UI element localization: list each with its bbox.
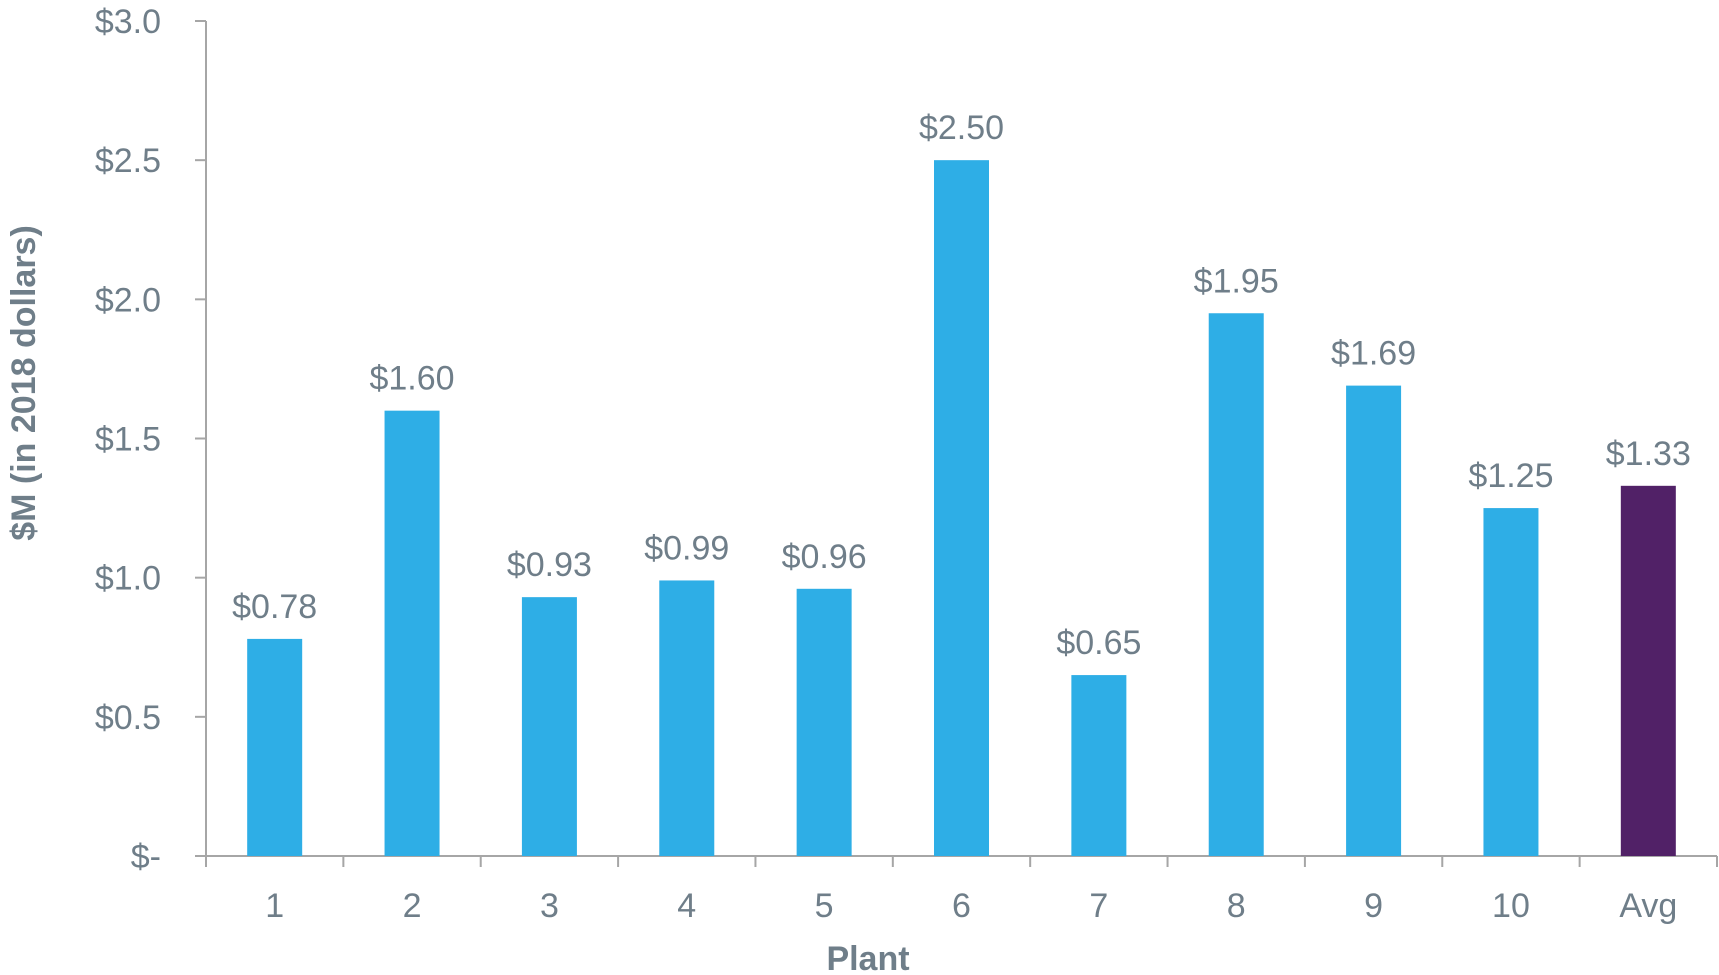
x-axis-title: Plant (826, 940, 909, 975)
y-tick-label: $3.0 (95, 3, 161, 41)
x-tick-label: 5 (815, 887, 834, 925)
bar-plant-2 (384, 410, 440, 856)
bar-plant-7 (1071, 675, 1127, 856)
x-tick-label: 6 (952, 887, 971, 925)
bar-plant-8 (1208, 313, 1264, 856)
x-tick-label: 7 (1089, 887, 1108, 925)
y-axis-title: $M (in 2018 dollars) (5, 225, 43, 541)
bar-plant-1 (247, 638, 303, 856)
data-label: $0.99 (644, 529, 729, 567)
data-label: $0.93 (507, 546, 592, 584)
x-tick-label: 10 (1492, 887, 1530, 925)
y-tick-label: $2.5 (95, 142, 161, 180)
bar-plant-9 (1346, 385, 1402, 856)
data-label: $1.33 (1606, 435, 1691, 473)
bar-plant-10 (1483, 508, 1539, 856)
data-label: $0.65 (1056, 624, 1141, 662)
y-tick-label: $- (131, 838, 161, 876)
x-tick-label: 4 (677, 887, 696, 925)
x-tick-label: 3 (540, 887, 559, 925)
plot-area: $- $0.5 $1.0 $1.5 $2.0 $2.5 $3.0 $0.78 1 $1.60 2 $0… (95, 3, 1718, 925)
y-tick-label: $1.5 (95, 421, 161, 459)
data-label: $1.60 (369, 360, 454, 398)
bar-plant-4 (659, 580, 715, 856)
data-label: $1.95 (1194, 262, 1279, 300)
x-tick-label: 9 (1364, 887, 1383, 925)
data-label: $1.69 (1331, 335, 1416, 373)
data-label: $0.78 (232, 588, 317, 626)
bar-plant-3 (521, 597, 577, 856)
data-label: $1.25 (1468, 457, 1553, 495)
y-tick-label: $1.0 (95, 560, 161, 598)
x-tick-label: 1 (265, 887, 284, 925)
x-tick-label: 2 (403, 887, 422, 925)
data-label: $2.50 (919, 109, 1004, 147)
x-tick-label: 8 (1227, 887, 1246, 925)
bar-plant-5 (796, 588, 852, 856)
x-tick-label: Avg (1619, 887, 1677, 925)
bar-avg (1620, 485, 1676, 856)
bar-plant-6 (934, 160, 989, 856)
y-tick-label: $2.0 (95, 281, 161, 319)
data-label: $0.96 (782, 538, 867, 576)
y-tick-label: $0.5 (95, 699, 161, 737)
